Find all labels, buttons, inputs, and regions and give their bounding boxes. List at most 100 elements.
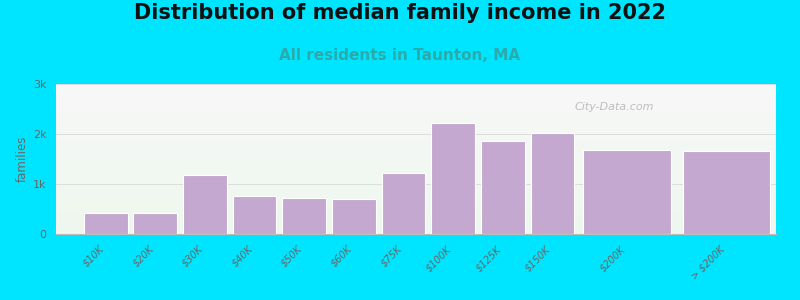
Bar <box>56 158 776 159</box>
Bar <box>56 233 776 234</box>
Bar <box>431 122 475 234</box>
Bar <box>56 120 776 121</box>
Bar <box>56 230 776 231</box>
Bar <box>134 213 177 234</box>
Bar <box>56 219 776 220</box>
Bar <box>56 92 776 93</box>
Bar <box>56 173 776 174</box>
Bar <box>56 226 776 227</box>
Bar <box>56 168 776 169</box>
Bar <box>56 211 776 212</box>
Bar <box>56 118 776 119</box>
Bar <box>530 133 574 234</box>
Bar <box>56 187 776 188</box>
Bar <box>56 84 776 85</box>
Bar <box>56 196 776 197</box>
Bar <box>56 170 776 171</box>
Bar <box>56 169 776 170</box>
Bar <box>56 176 776 177</box>
Bar <box>56 179 776 180</box>
Bar <box>56 126 776 127</box>
Y-axis label: families: families <box>15 136 29 182</box>
Bar <box>56 207 776 208</box>
Bar <box>56 85 776 86</box>
Bar <box>56 150 776 151</box>
Bar <box>56 140 776 141</box>
Text: City-Data.com: City-Data.com <box>574 102 654 112</box>
Bar <box>56 166 776 167</box>
Bar <box>56 108 776 109</box>
Bar <box>56 111 776 112</box>
Bar <box>56 155 776 156</box>
Bar <box>56 116 776 117</box>
Bar <box>56 107 776 108</box>
Bar <box>56 203 776 204</box>
Bar <box>56 117 776 118</box>
Bar <box>56 162 776 163</box>
Bar <box>56 204 776 205</box>
Bar <box>56 227 776 228</box>
Bar <box>56 113 776 114</box>
Bar <box>56 101 776 102</box>
Bar <box>282 198 326 234</box>
Bar <box>56 91 776 92</box>
Bar <box>56 88 776 89</box>
Bar <box>56 167 776 168</box>
Bar <box>56 134 776 135</box>
Bar <box>56 223 776 224</box>
Bar <box>332 199 376 234</box>
Bar <box>56 87 776 88</box>
Bar <box>56 200 776 201</box>
Bar <box>56 205 776 206</box>
Bar <box>56 154 776 155</box>
Bar <box>56 124 776 125</box>
Bar <box>56 93 776 94</box>
Bar <box>56 112 776 113</box>
Bar <box>56 175 776 176</box>
Bar <box>233 196 277 234</box>
Bar <box>56 98 776 99</box>
Bar <box>56 110 776 111</box>
Bar <box>56 172 776 173</box>
Bar <box>56 218 776 219</box>
Bar <box>56 193 776 194</box>
Bar <box>56 160 776 161</box>
Bar <box>56 197 776 198</box>
Bar <box>56 160 776 161</box>
Bar <box>84 213 127 234</box>
Bar <box>56 153 776 154</box>
Bar <box>56 221 776 222</box>
Bar <box>56 199 776 200</box>
Bar <box>56 128 776 129</box>
Bar <box>56 195 776 196</box>
Bar <box>56 136 776 137</box>
Bar <box>56 210 776 211</box>
Bar <box>56 232 776 233</box>
Bar <box>56 104 776 105</box>
Bar <box>56 229 776 230</box>
Bar <box>56 143 776 144</box>
Bar <box>56 86 776 87</box>
Bar <box>56 185 776 186</box>
Bar <box>56 222 776 223</box>
Bar <box>56 131 776 132</box>
Text: Distribution of median family income in 2022: Distribution of median family income in … <box>134 3 666 23</box>
Bar <box>56 148 776 149</box>
Bar <box>56 114 776 115</box>
Bar <box>56 161 776 162</box>
Bar <box>56 216 776 217</box>
Bar <box>583 150 670 234</box>
Bar <box>56 100 776 101</box>
Bar <box>56 133 776 134</box>
Bar <box>56 202 776 203</box>
Bar <box>56 89 776 90</box>
Bar <box>56 192 776 193</box>
Bar <box>481 140 525 234</box>
Bar <box>56 159 776 160</box>
Bar <box>56 144 776 145</box>
Bar <box>56 139 776 140</box>
Bar <box>56 138 776 139</box>
Bar <box>56 135 776 136</box>
Bar <box>56 164 776 165</box>
Bar <box>56 191 776 192</box>
